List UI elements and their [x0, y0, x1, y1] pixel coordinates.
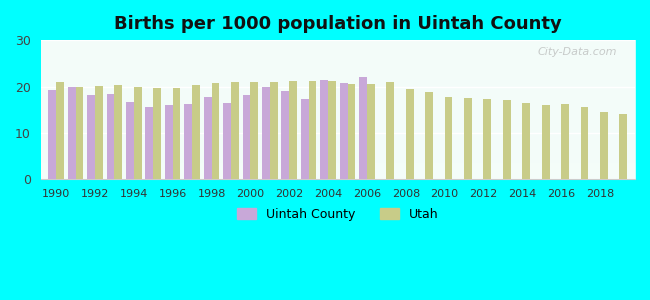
Bar	[270, 82, 278, 179]
Bar	[56, 82, 64, 179]
Bar	[75, 87, 83, 179]
Bar	[367, 84, 374, 179]
Bar	[211, 83, 219, 179]
Bar	[126, 102, 134, 179]
Bar	[425, 92, 433, 179]
Bar	[223, 103, 231, 179]
Bar	[445, 97, 452, 179]
Bar	[320, 80, 328, 179]
Bar	[359, 77, 367, 179]
Bar	[165, 105, 173, 179]
Bar	[68, 88, 75, 179]
Bar	[192, 85, 200, 179]
Bar	[503, 100, 511, 179]
Bar	[231, 82, 239, 179]
Bar	[289, 82, 297, 179]
Bar	[301, 99, 309, 179]
Text: City-Data.com: City-Data.com	[538, 47, 617, 57]
Bar	[484, 99, 491, 179]
Bar	[153, 88, 161, 179]
Bar	[523, 103, 530, 179]
Bar	[48, 90, 56, 179]
Bar	[114, 85, 122, 179]
Bar	[406, 89, 413, 179]
Bar	[309, 81, 317, 179]
Bar	[328, 81, 336, 179]
Bar	[185, 104, 192, 179]
Bar	[95, 85, 103, 179]
Bar	[281, 91, 289, 179]
Bar	[146, 107, 153, 179]
Bar	[262, 88, 270, 179]
Bar	[386, 82, 394, 179]
Bar	[600, 112, 608, 179]
Bar	[580, 107, 588, 179]
Legend: Uintah County, Utah: Uintah County, Utah	[232, 203, 443, 226]
Bar	[87, 95, 95, 179]
Bar	[173, 88, 181, 179]
Bar	[348, 84, 356, 179]
Bar	[107, 94, 114, 179]
Bar	[541, 105, 549, 179]
Bar	[561, 104, 569, 179]
Title: Births per 1000 population in Uintah County: Births per 1000 population in Uintah Cou…	[114, 15, 562, 33]
Bar	[134, 87, 142, 179]
Bar	[340, 83, 348, 179]
Bar	[242, 95, 250, 179]
Bar	[619, 113, 627, 179]
Bar	[203, 97, 211, 179]
Bar	[250, 82, 258, 179]
Bar	[464, 98, 472, 179]
